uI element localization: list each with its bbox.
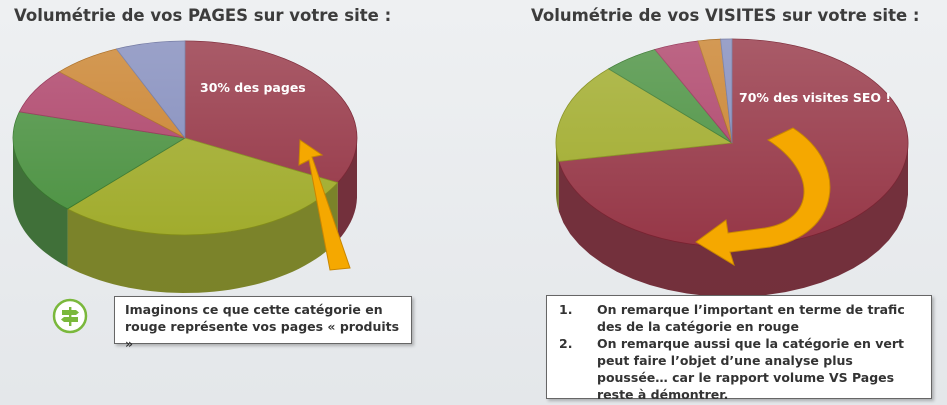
pages-annotation: 30% des pages [200, 80, 306, 95]
note-item: 2. On remarque aussi que la catégorie en… [559, 335, 925, 403]
note-number: 2. [559, 336, 573, 351]
signpost-icon [52, 298, 88, 334]
arrow-up-left [298, 139, 351, 271]
pie-gloss [556, 39, 908, 247]
visits-annotation: 70% des visites SEO ! [739, 90, 891, 105]
visits-note-box: 1. On remarque l’important en terme de t… [546, 295, 932, 402]
visits-chart-title: Volumétrie de vos VISITES sur votre site… [531, 6, 920, 25]
pie-gloss [13, 41, 357, 235]
note-line: Imaginons ce que cette catégorie en [125, 302, 383, 317]
pie-slice-side [67, 182, 338, 293]
note-item: 1. On remarque l’important en terme de t… [559, 301, 925, 335]
pie-slice-side [556, 141, 559, 212]
arrow-curved [695, 127, 831, 267]
pie-slice-side [558, 144, 908, 297]
pie-slice-side [337, 139, 357, 241]
pie-slice-side [13, 138, 68, 267]
pages-note-box: Imaginons ce que cette catégorie en roug… [114, 296, 412, 351]
pages-pie-chart [12, 40, 358, 293]
note-text: On remarque aussi que la catégorie en ve… [597, 336, 905, 402]
note-number: 1. [559, 302, 573, 317]
note-line: rouge représente vos pages « produits » [125, 319, 400, 351]
pages-chart-title: Volumétrie de vos PAGES sur votre site : [14, 6, 392, 25]
note-text: On remarque l’important en terme de traf… [597, 302, 905, 334]
